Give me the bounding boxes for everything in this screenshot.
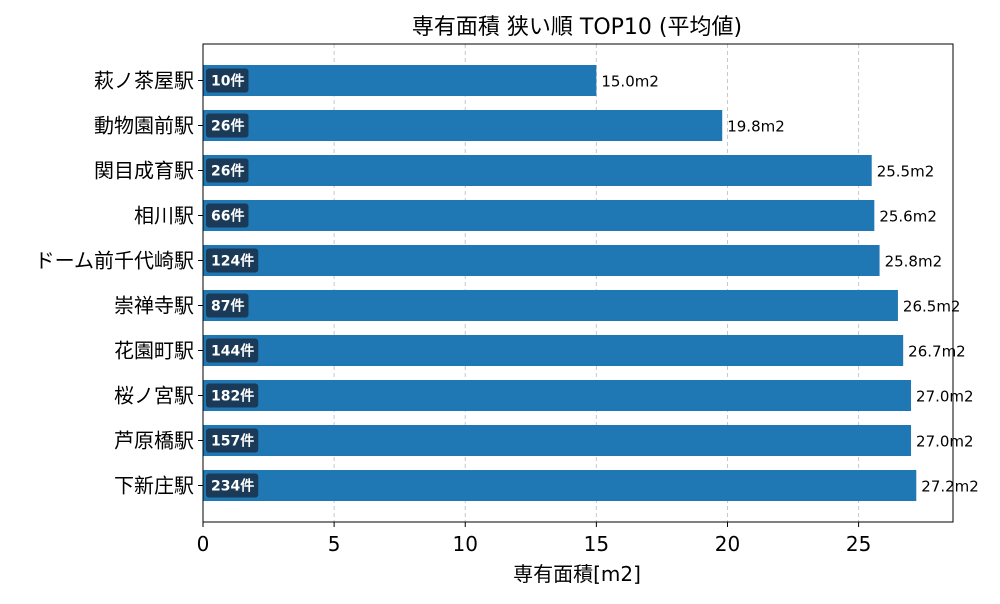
- bars: 15.0m2 10件 19.8m2 26件 25.5m2 26件 25.6m2 66件 25.8…: [203, 65, 979, 501]
- count-badge: 87件: [206, 293, 249, 318]
- count-label: 26件: [211, 118, 244, 135]
- bar: [203, 110, 723, 141]
- count-badge-bg: [206, 158, 249, 183]
- x-tick-label: 20: [715, 532, 740, 556]
- x-tick-label: 10: [453, 532, 478, 556]
- count-badge: 66件: [206, 203, 249, 228]
- value-label: 26.7m2: [908, 343, 966, 361]
- axes: 0 5 10 15 20 25 萩ノ茶屋駅動物園前駅関目成育駅相川駅ドーム前千代崎駅崇禅寺駅…: [35, 69, 872, 557]
- value-label: 27.2m2: [921, 478, 979, 496]
- category-label: 動物園前駅: [94, 114, 194, 138]
- category-label: 関目成育駅: [94, 159, 194, 183]
- category-label: 崇禅寺駅: [114, 294, 194, 318]
- value-label: 25.6m2: [879, 208, 937, 226]
- count-badge: 234件: [206, 473, 259, 498]
- value-label: 27.0m2: [916, 388, 974, 406]
- count-label: 182件: [211, 388, 254, 405]
- category-label: 相川駅: [134, 204, 194, 228]
- count-label: 26件: [211, 163, 244, 180]
- value-label: 27.0m2: [916, 433, 974, 451]
- x-tick-label: 25: [846, 532, 871, 556]
- count-label: 144件: [211, 343, 254, 360]
- count-badge-bg: [206, 383, 259, 408]
- bar: [203, 155, 872, 186]
- value-label: 15.0m2: [601, 73, 659, 91]
- count-label: 87件: [211, 298, 244, 315]
- plot-frame: [202, 43, 954, 523]
- category-label: 下新庄駅: [114, 474, 194, 498]
- bar: [203, 200, 875, 231]
- bar: [203, 245, 880, 276]
- count-label: 234件: [211, 478, 254, 495]
- count-label: 10件: [211, 73, 244, 90]
- count-badge-bg: [206, 113, 249, 138]
- count-badge-bg: [206, 68, 249, 93]
- count-label: 66件: [211, 208, 244, 225]
- count-label: 124件: [211, 253, 254, 270]
- x-tick-label: 0: [197, 532, 210, 556]
- value-label: 25.5m2: [877, 163, 935, 181]
- value-label: 25.8m2: [885, 253, 943, 271]
- category-label: 花園町駅: [114, 339, 194, 363]
- count-badge-bg: [206, 338, 259, 363]
- bar: [203, 425, 912, 456]
- count-badge: 182件: [206, 383, 259, 408]
- chart-title: 専有面積 狭い順 TOP10 (平均値): [412, 15, 742, 40]
- count-badge: 26件: [206, 158, 249, 183]
- bar: [203, 470, 917, 501]
- count-badge: 10件: [206, 68, 249, 93]
- x-tick-label: 15: [584, 532, 609, 556]
- x-tick-label: 5: [328, 532, 341, 556]
- count-badge-bg: [206, 428, 259, 453]
- bar: [203, 290, 898, 321]
- count-badge: 124件: [206, 248, 259, 273]
- count-badge: 26件: [206, 113, 249, 138]
- category-label: ドーム前千代崎駅: [35, 249, 194, 273]
- bar: [203, 335, 904, 366]
- value-label: 26.5m2: [903, 298, 961, 316]
- count-badge-bg: [206, 293, 249, 318]
- count-badge-bg: [206, 203, 249, 228]
- bar: [203, 380, 912, 411]
- category-label: 芦原橋駅: [114, 429, 194, 453]
- bar: [203, 65, 597, 96]
- count-badge: 157件: [206, 428, 259, 453]
- count-badge: 144件: [206, 338, 259, 363]
- category-label: 萩ノ茶屋駅: [94, 69, 194, 93]
- value-label: 19.8m2: [727, 118, 785, 136]
- count-label: 157件: [211, 433, 254, 450]
- count-badge-bg: [206, 473, 259, 498]
- x-axis-label: 専有面積[m2]: [513, 562, 641, 586]
- category-label: 桜ノ宮駅: [114, 384, 194, 408]
- count-badge-bg: [206, 248, 259, 273]
